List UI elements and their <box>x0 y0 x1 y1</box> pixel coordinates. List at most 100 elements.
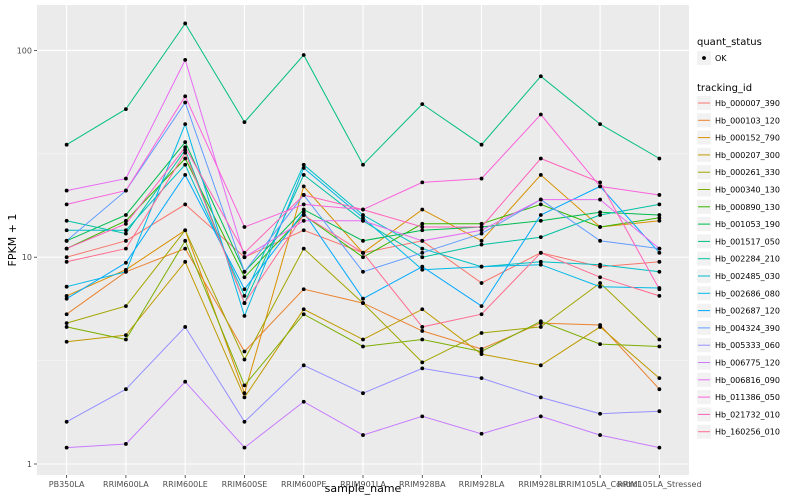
data-point-Hb_000340_130 <box>657 344 662 349</box>
data-point-Hb_000261_330 <box>657 337 662 342</box>
data-point-Hb_000261_330 <box>538 325 543 329</box>
data-point-Hb_001053_190 <box>598 210 602 215</box>
data-point-Hb_002485_030 <box>301 162 306 167</box>
y-tick-label: 1 <box>27 460 32 469</box>
data-point-Hb_001517_050 <box>420 102 425 107</box>
legend-label: Hb_006775_120 <box>715 359 780 368</box>
x-tick-label: RRIM600SE <box>222 480 268 489</box>
data-point-Hb_006816_090 <box>64 188 69 193</box>
x-tick-label: RRIM105LA_Control <box>561 480 640 489</box>
data-point-Hb_006775_120 <box>538 414 543 419</box>
data-point-Hb_002686_080 <box>361 215 365 220</box>
data-point-Hb_002284_210 <box>479 242 484 247</box>
legend-label: Hb_006816_090 <box>715 376 780 385</box>
data-point-Hb_002687_120 <box>538 213 543 217</box>
y-tick-label: 100 <box>17 46 32 55</box>
data-point-Hb_001053_190 <box>361 238 365 243</box>
data-point-Hb_006775_120 <box>598 433 602 437</box>
data-point-Hb_011386_050 <box>64 202 69 207</box>
data-point-Hb_000207_300 <box>420 307 425 312</box>
data-point-Hb_000340_130 <box>64 325 69 329</box>
data-point-Hb_002686_080 <box>124 269 128 274</box>
data-point-Hb_000261_330 <box>124 304 128 309</box>
data-point-Hb_002485_030 <box>64 228 69 233</box>
data-point-Hb_006775_120 <box>657 445 662 450</box>
data-point-Hb_002686_080 <box>242 314 247 318</box>
data-point-Hb_002485_030 <box>598 262 602 267</box>
data-point-Hb_006816_090 <box>183 57 188 62</box>
data-point-Hb_005333_060 <box>361 391 365 396</box>
legend-label: Hb_002687_120 <box>715 307 780 316</box>
x-axis-ticks: PB350LA RRIM600LA RRIM600LE RRIM600SE RRIM60… <box>49 475 702 489</box>
legend-label: Hb_002485_030 <box>715 272 780 281</box>
data-point-Hb_160256_010 <box>657 293 662 298</box>
data-point-Hb_000007_390 <box>301 228 306 233</box>
data-point-Hb_000261_330 <box>183 228 188 233</box>
data-point-Hb_000340_130 <box>420 337 425 342</box>
data-point-Hb_000152_790 <box>538 173 543 177</box>
data-point-Hb_002686_080 <box>183 122 188 127</box>
data-point-Hb_000103_120 <box>183 246 188 251</box>
data-point-Hb_000340_130 <box>183 238 188 243</box>
data-point-Hb_001517_050 <box>361 162 365 167</box>
data-point-Hb_002485_030 <box>361 213 365 217</box>
data-point-Hb_002687_120 <box>64 296 69 301</box>
data-point-Hb_000890_130 <box>657 215 662 220</box>
data-point-Hb_000340_130 <box>538 319 543 324</box>
data-point-Hb_002284_210 <box>64 218 69 223</box>
data-point-Hb_000152_790 <box>301 184 306 189</box>
data-point-Hb_000890_130 <box>538 202 543 207</box>
data-point-Hb_000207_300 <box>657 376 662 381</box>
data-point-Hb_011386_050 <box>183 94 188 99</box>
data-point-Hb_000007_390 <box>657 259 662 264</box>
data-point-Hb_001053_190 <box>420 228 425 233</box>
data-point-Hb_002485_030 <box>538 259 543 264</box>
data-point-Hb_021732_010 <box>657 287 662 292</box>
data-point-Hb_002687_120 <box>301 210 306 215</box>
legend-label: Hb_160256_010 <box>715 428 780 437</box>
x-tick-label: PB350LA <box>49 480 85 489</box>
data-point-Hb_000207_300 <box>538 363 543 368</box>
data-point-Hb_000103_120 <box>420 329 425 333</box>
data-point-Hb_005333_060 <box>598 411 602 416</box>
data-point-Hb_005333_060 <box>301 363 306 368</box>
legend-label: Hb_001517_050 <box>715 237 780 246</box>
data-point-Hb_002284_210 <box>301 173 306 177</box>
data-point-Hb_002687_120 <box>361 296 365 301</box>
data-point-Hb_005333_060 <box>657 409 662 414</box>
x-tick-label: RRIM105LA_Stressed <box>617 480 701 489</box>
data-point-Hb_160256_010 <box>242 301 247 305</box>
data-point-Hb_011386_050 <box>301 202 306 207</box>
data-point-Hb_005333_060 <box>479 376 484 381</box>
data-point-Hb_000207_300 <box>301 307 306 312</box>
data-point-Hb_000261_330 <box>479 331 484 335</box>
data-point-Hb_004324_390 <box>479 231 484 236</box>
data-point-Hb_005333_060 <box>420 366 425 371</box>
data-point-Hb_000007_390 <box>183 202 188 207</box>
data-point-Hb_001053_190 <box>657 213 662 217</box>
data-point-Hb_021732_010 <box>242 250 247 255</box>
data-point-Hb_006775_120 <box>64 445 69 450</box>
series-points <box>64 21 662 450</box>
data-point-Hb_001517_050 <box>479 142 484 147</box>
data-point-Hb_006775_120 <box>124 442 128 446</box>
legend-label: Hb_000103_120 <box>715 116 780 125</box>
data-point-Hb_001053_190 <box>538 218 543 223</box>
data-point-Hb_002686_080 <box>64 284 69 289</box>
data-point-Hb_005333_060 <box>183 325 188 329</box>
x-tick-label: RRIM600PE <box>281 480 327 489</box>
data-point-Hb_000261_330 <box>242 357 247 362</box>
data-point-Hb_000890_130 <box>479 221 484 226</box>
data-point-Hb_000207_300 <box>183 259 188 264</box>
data-point-Hb_160256_010 <box>64 259 69 264</box>
data-point-Hb_000103_120 <box>242 349 247 354</box>
data-point-Hb_011386_050 <box>479 176 484 181</box>
legend-color-items: Hb_000007_390 Hb_000103_120 Hb_000152_790 H… <box>697 96 780 439</box>
data-point-Hb_000261_330 <box>301 246 306 251</box>
data-point-Hb_002284_210 <box>657 202 662 207</box>
data-point-Hb_160256_010 <box>183 150 188 155</box>
data-point-Hb_000207_300 <box>242 395 247 400</box>
data-point-Hb_000152_790 <box>657 218 662 223</box>
data-point-Hb_000103_120 <box>64 312 69 317</box>
